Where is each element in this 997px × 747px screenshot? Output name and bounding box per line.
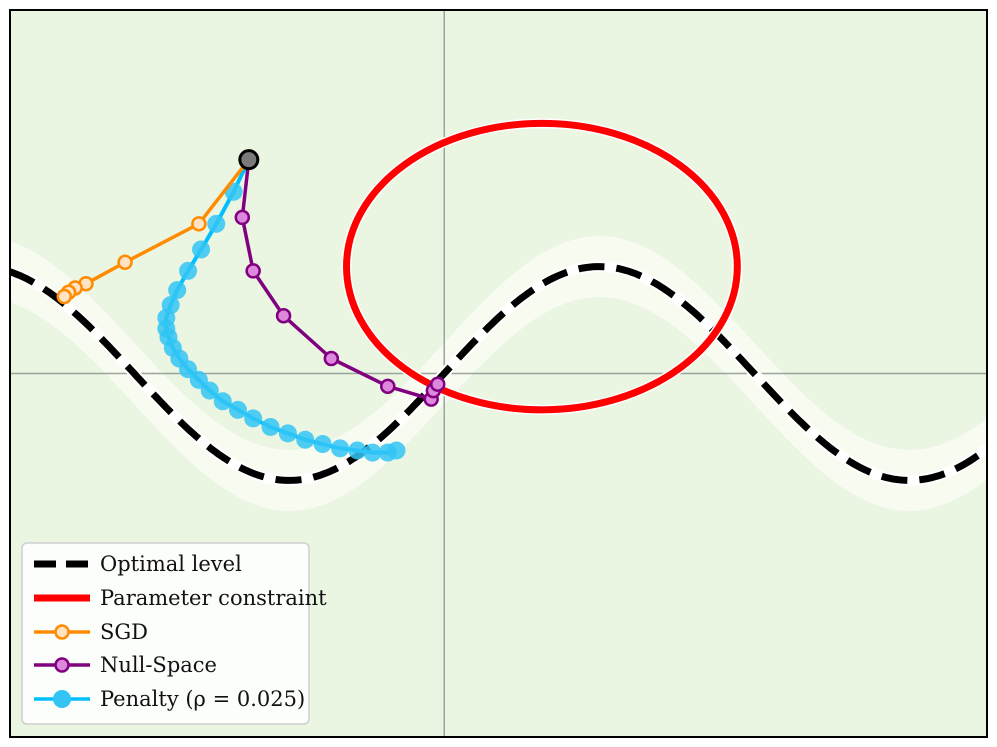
parameter-constraint-ellipse <box>341 118 743 415</box>
series-point-penalty <box>296 430 315 449</box>
series-point-null-space <box>234 209 251 226</box>
series-point-penalty <box>363 443 382 462</box>
legend-swatch-marker-penalty <box>53 690 71 708</box>
series-point-penalty <box>200 381 219 400</box>
series-point-penalty <box>179 261 198 280</box>
series-point-penalty <box>207 214 226 233</box>
series-point-penalty <box>278 424 297 443</box>
series-point-sgd <box>117 254 133 271</box>
series-point-penalty <box>261 417 280 436</box>
start-point-marker <box>238 149 260 171</box>
series-point-sgd <box>191 216 207 232</box>
series-point-penalty <box>387 441 406 460</box>
legend-label-penalty: Penalty (ρ = 0.025) <box>100 687 305 711</box>
series-point-penalty <box>213 392 232 411</box>
series-point-penalty <box>331 439 350 458</box>
plot-frame <box>9 9 988 738</box>
contour-band-upper <box>10 10 987 451</box>
optimal-level-line <box>10 263 987 484</box>
series-point-null-space <box>429 376 446 392</box>
legend-label-parameter-constraint: Parameter constraint <box>100 586 327 610</box>
series-point-penalty <box>244 409 263 428</box>
legend-swatch-marker-null-space <box>54 657 70 673</box>
series-point-penalty <box>168 281 187 300</box>
series-null-space <box>234 159 446 407</box>
legend-label-null-space: Null-Space <box>100 653 217 677</box>
legend-swatch-marker-sgd <box>54 624 70 640</box>
series-point-null-space <box>245 263 261 279</box>
series-point-sgd <box>56 288 73 305</box>
legend-box <box>21 542 310 725</box>
series-point-penalty <box>192 240 211 259</box>
series-point-null-space <box>275 308 292 324</box>
constraint-ellipse <box>343 119 741 414</box>
start-point <box>238 149 260 171</box>
series-point-null-space <box>380 378 396 395</box>
legend-label-sgd: SGD <box>100 620 148 644</box>
series-point-penalty <box>313 435 332 454</box>
legend-label-optimal-level: Optimal level <box>100 552 242 576</box>
optimal-level-curve <box>10 261 987 486</box>
series-point-penalty <box>228 400 247 419</box>
series-point-penalty <box>348 441 367 460</box>
legend: Optimal level Parameter constraint SGD N… <box>21 542 327 725</box>
series-sgd <box>56 158 251 305</box>
optimizer-trajectories <box>56 158 446 462</box>
series-point-null-space <box>323 350 340 367</box>
